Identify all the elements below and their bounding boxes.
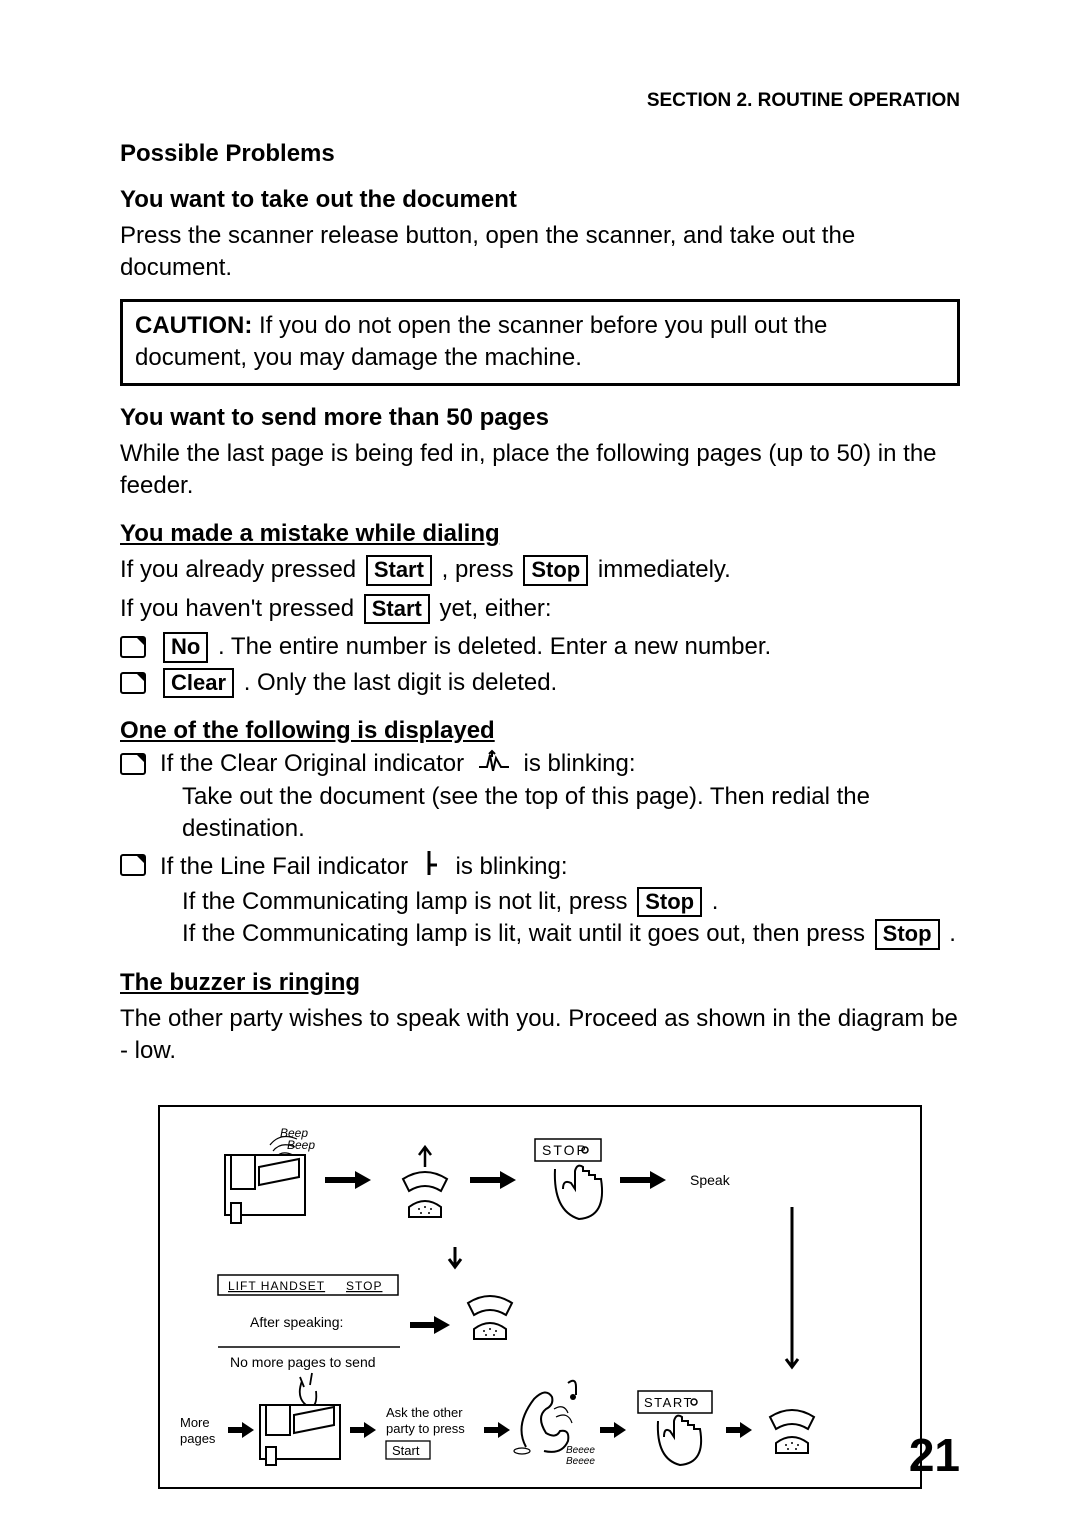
list-item-line-fail: If the Line Fail indicator is blinking: … (120, 849, 960, 951)
list-item-clear: Clear . Only the last digit is deleted. (120, 667, 960, 699)
text: If you already pressed (120, 556, 363, 583)
line-not-lit: If the Communicating lamp is not lit, pr… (182, 886, 960, 918)
start-key: Start (366, 555, 432, 585)
svg-text:Speak: Speak (690, 1172, 731, 1188)
text: Take out the document (see the top of th… (182, 781, 960, 846)
text: yet, either: (440, 595, 552, 622)
stop-key: Stop (875, 919, 940, 949)
svg-text:STOP: STOP (346, 1279, 382, 1293)
bullet-icon (120, 854, 146, 876)
svg-text:Ask the other: Ask the other (386, 1405, 463, 1420)
stop-key: Stop (637, 887, 702, 917)
svg-text:Beeee: Beeee (566, 1456, 595, 1467)
flow-diagram: Beep Beep STOP (158, 1105, 922, 1489)
text: is blinking: (523, 750, 635, 777)
text: . (949, 920, 956, 947)
bullet-icon (120, 636, 146, 658)
line-fail-icon (421, 849, 443, 886)
svg-text:party to press: party to press (386, 1421, 465, 1436)
svg-text:STOP: STOP (542, 1142, 588, 1158)
svg-text:LIFT HANDSET: LIFT HANDSET (228, 1279, 325, 1293)
heading-mistake-dialing: You made a mistake while dialing (120, 520, 960, 548)
paragraph-buzzer: The other party wishes to speak with you… (120, 1003, 960, 1068)
text: , press (442, 556, 521, 583)
text: If the Communicating lamp is not lit, pr… (182, 888, 634, 915)
paragraph-more-than-50: While the last page is being fed in, pla… (120, 438, 960, 503)
svg-text:START: START (644, 1395, 693, 1410)
bullet-icon (120, 753, 146, 775)
svg-text:More: More (180, 1415, 210, 1430)
no-key: No (163, 632, 208, 662)
svg-text:Beeee: Beeee (566, 1445, 595, 1456)
svg-text:Start: Start (392, 1443, 420, 1458)
stop-key: Stop (523, 555, 588, 585)
heading-take-out: You want to take out the document (120, 186, 960, 214)
svg-text:Beep: Beep (287, 1138, 315, 1152)
text: If the Clear Original indicator (160, 750, 471, 777)
text: . (712, 888, 719, 915)
svg-text:pages: pages (180, 1431, 216, 1446)
text: . The entire number is deleted. Enter a … (218, 633, 771, 660)
clear-original-icon (477, 748, 511, 780)
section-header: SECTION 2. ROUTINE OPERATION (120, 90, 960, 112)
text: is blinking: (455, 853, 567, 880)
heading-more-than-50: You want to send more than 50 pages (120, 404, 960, 432)
list-item-no: No . The entire number is deleted. Enter… (120, 631, 960, 663)
text: If the Line Fail indicator (160, 853, 415, 880)
paragraph-take-out: Press the scanner release button, open t… (120, 220, 960, 285)
dialing-line-1: If you already pressed Start , press Sto… (120, 554, 960, 586)
page: SECTION 2. ROUTINE OPERATION Possible Pr… (0, 0, 1080, 1528)
text: immediately. (598, 556, 731, 583)
list-item-clear-original: If the Clear Original indicator is blink… (120, 748, 960, 846)
bullet-icon (120, 672, 146, 694)
page-number: 21 (909, 1428, 960, 1482)
heading-possible-problems: Possible Problems (120, 140, 960, 168)
clear-key: Clear (163, 668, 234, 698)
caution-label: CAUTION: (135, 312, 252, 339)
svg-text:No more pages to send: No more pages to send (230, 1354, 376, 1370)
heading-buzzer: The buzzer is ringing (120, 969, 960, 997)
caution-box: CAUTION: If you do not open the scanner … (120, 299, 960, 386)
text: If you haven't pressed (120, 595, 361, 622)
dialing-line-2: If you haven't pressed Start yet, either… (120, 593, 960, 625)
svg-text:After speaking:: After speaking: (250, 1314, 343, 1330)
start-key: Start (364, 594, 430, 624)
text: If the Communicating lamp is lit, wait u… (182, 920, 872, 947)
text: . Only the last digit is deleted. (244, 669, 558, 696)
line-lit: If the Communicating lamp is lit, wait u… (182, 918, 960, 950)
heading-one-displayed: One of the following is displayed (120, 717, 960, 745)
